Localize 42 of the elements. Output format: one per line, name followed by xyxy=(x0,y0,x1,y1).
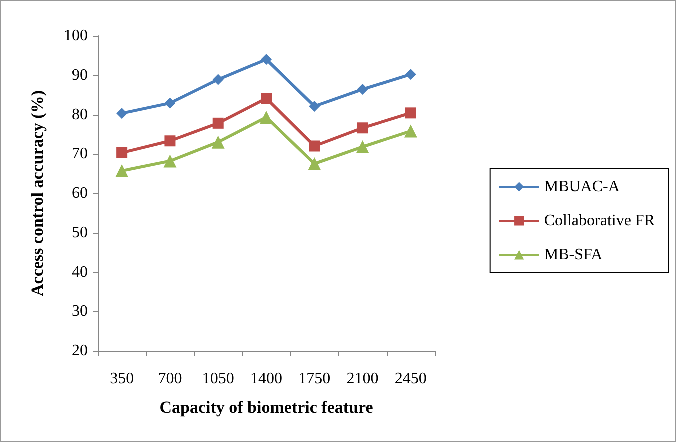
x-tick-label: 1400 xyxy=(250,370,282,388)
y-tick-label: 50 xyxy=(72,224,88,242)
y-axis-title: Access control accuracy (%) xyxy=(28,90,47,296)
point xyxy=(116,147,128,158)
y-tick-label: 40 xyxy=(72,264,88,281)
point xyxy=(309,100,320,112)
point xyxy=(212,74,224,86)
x-tick-label: 700 xyxy=(158,370,182,388)
point xyxy=(356,140,370,154)
point xyxy=(405,108,416,119)
point xyxy=(261,54,272,66)
point xyxy=(116,164,129,178)
point xyxy=(164,98,176,109)
y-tick-label: 70 xyxy=(72,146,88,163)
point xyxy=(357,122,368,134)
point xyxy=(164,136,176,147)
point xyxy=(164,154,177,168)
legend-label: MB-SFA xyxy=(544,246,604,264)
x-tick-label: 2100 xyxy=(346,370,379,388)
point xyxy=(309,140,320,152)
legend-label: MBUAC-A xyxy=(544,178,620,196)
y-tick-label: 30 xyxy=(72,303,88,320)
x-tick-label: 350 xyxy=(110,370,134,388)
x-tick-label: 1750 xyxy=(298,370,331,388)
x-tick-label: 2450 xyxy=(394,370,427,388)
x-axis-title: Capacity of biometric feature xyxy=(160,398,374,417)
point xyxy=(308,157,322,170)
y-tick-label: 60 xyxy=(72,185,88,202)
point xyxy=(404,124,418,138)
point xyxy=(212,136,225,149)
point xyxy=(212,118,224,129)
point xyxy=(405,69,416,80)
point xyxy=(116,108,128,120)
x-tick-label: 1050 xyxy=(202,370,234,388)
y-tick-label: 100 xyxy=(64,28,88,44)
y-tick-label: 20 xyxy=(72,342,88,360)
y-tick-label: 90 xyxy=(72,66,88,84)
point xyxy=(357,84,368,96)
y-tick-label: 80 xyxy=(72,106,88,124)
legend-label: Collaborative FR xyxy=(544,212,656,230)
point xyxy=(261,93,272,104)
point xyxy=(260,111,273,124)
